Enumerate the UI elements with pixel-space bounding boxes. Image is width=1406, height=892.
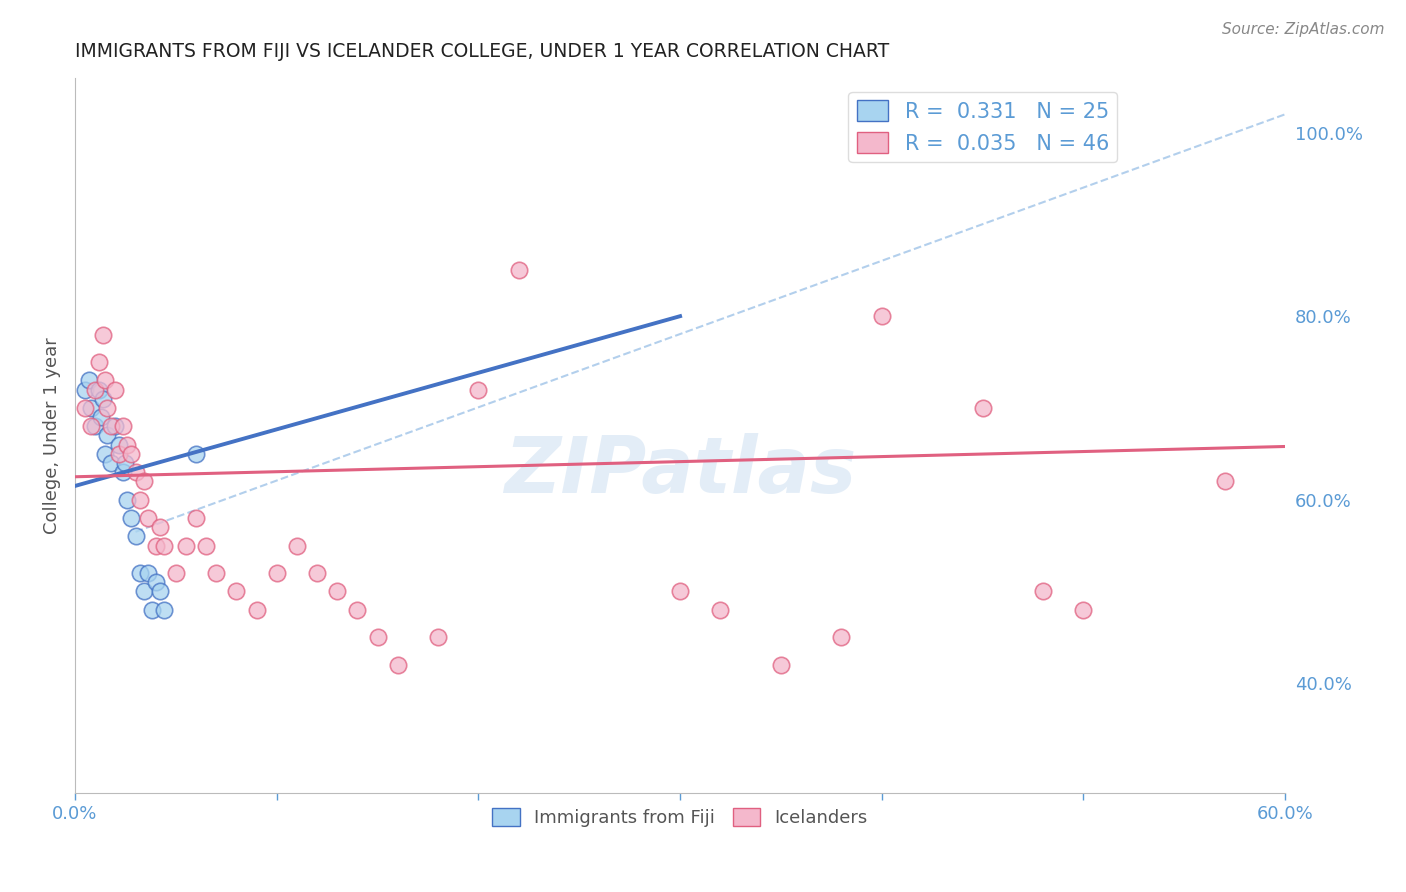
Point bbox=[427, 631, 450, 645]
Point bbox=[152, 539, 174, 553]
Point bbox=[91, 392, 114, 406]
Point bbox=[184, 447, 207, 461]
Point bbox=[89, 383, 111, 397]
Point bbox=[96, 401, 118, 415]
Point bbox=[195, 539, 218, 553]
Point bbox=[769, 657, 792, 672]
Point bbox=[225, 584, 247, 599]
Point bbox=[830, 631, 852, 645]
Point bbox=[972, 401, 994, 415]
Point bbox=[128, 492, 150, 507]
Point bbox=[89, 355, 111, 369]
Point bbox=[84, 419, 107, 434]
Text: Source: ZipAtlas.com: Source: ZipAtlas.com bbox=[1222, 22, 1385, 37]
Point bbox=[245, 603, 267, 617]
Point bbox=[149, 520, 172, 534]
Point bbox=[141, 603, 163, 617]
Point bbox=[1073, 603, 1095, 617]
Point bbox=[91, 327, 114, 342]
Point bbox=[80, 401, 103, 415]
Point bbox=[174, 539, 197, 553]
Point bbox=[108, 447, 131, 461]
Point bbox=[165, 566, 187, 581]
Text: ZIPatlas: ZIPatlas bbox=[503, 434, 856, 509]
Point bbox=[114, 456, 136, 470]
Point bbox=[387, 657, 409, 672]
Point bbox=[152, 603, 174, 617]
Point bbox=[132, 475, 155, 489]
Point bbox=[100, 419, 122, 434]
Point bbox=[104, 383, 127, 397]
Point bbox=[346, 603, 368, 617]
Point bbox=[467, 383, 489, 397]
Point bbox=[77, 373, 100, 387]
Point bbox=[136, 566, 159, 581]
Point bbox=[121, 447, 143, 461]
Point bbox=[326, 584, 349, 599]
Point bbox=[149, 584, 172, 599]
Point bbox=[709, 603, 731, 617]
Point bbox=[112, 465, 135, 479]
Point bbox=[669, 584, 692, 599]
Point bbox=[84, 383, 107, 397]
Point bbox=[870, 309, 893, 323]
Point bbox=[128, 566, 150, 581]
Point bbox=[136, 511, 159, 525]
Point bbox=[1032, 584, 1054, 599]
Text: IMMIGRANTS FROM FIJI VS ICELANDER COLLEGE, UNDER 1 YEAR CORRELATION CHART: IMMIGRANTS FROM FIJI VS ICELANDER COLLEG… bbox=[75, 42, 889, 61]
Point bbox=[104, 419, 127, 434]
Point bbox=[508, 263, 530, 277]
Point bbox=[367, 631, 389, 645]
Point bbox=[145, 575, 167, 590]
Point bbox=[305, 566, 328, 581]
Point bbox=[124, 465, 146, 479]
Point bbox=[94, 373, 117, 387]
Point bbox=[117, 492, 139, 507]
Point bbox=[124, 529, 146, 543]
Point bbox=[266, 566, 288, 581]
Point bbox=[121, 511, 143, 525]
Point bbox=[285, 539, 308, 553]
Point bbox=[100, 456, 122, 470]
Point bbox=[205, 566, 228, 581]
Legend: Immigrants from Fiji, Icelanders: Immigrants from Fiji, Icelanders bbox=[485, 801, 875, 834]
Point bbox=[75, 401, 97, 415]
Point bbox=[96, 428, 118, 442]
Point bbox=[112, 419, 135, 434]
Point bbox=[1213, 475, 1236, 489]
Point bbox=[117, 437, 139, 451]
Y-axis label: College, Under 1 year: College, Under 1 year bbox=[44, 337, 60, 533]
Point bbox=[80, 419, 103, 434]
Point bbox=[184, 511, 207, 525]
Point bbox=[94, 447, 117, 461]
Point bbox=[75, 383, 97, 397]
Point bbox=[145, 539, 167, 553]
Point bbox=[132, 584, 155, 599]
Point bbox=[90, 410, 112, 425]
Point bbox=[108, 437, 131, 451]
